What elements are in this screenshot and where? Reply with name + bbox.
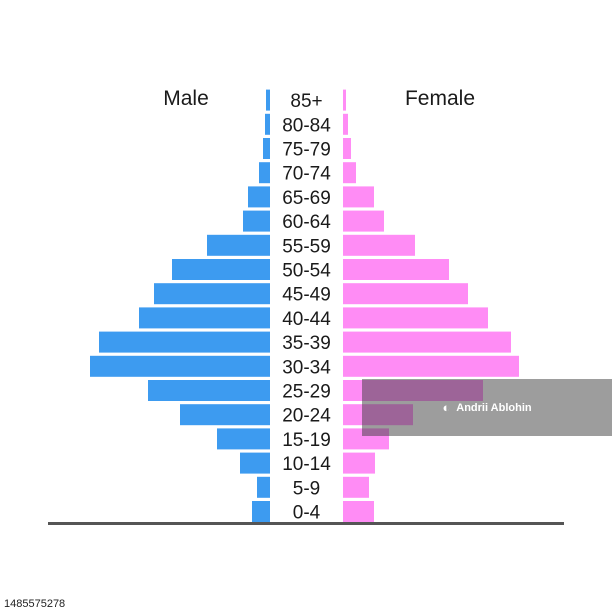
male-bar-40-44: [139, 307, 270, 329]
male-bar-65-69: [248, 186, 270, 208]
watermark: ◐ Andrii Ablohin: [362, 379, 612, 436]
female-bar-40-44: [343, 307, 488, 329]
age-labels: 0-4 5-9 10-14 15-19 20-24 25-29 30-34 35-39 40-4…: [282, 91, 331, 523]
male-bar-5-9: [257, 476, 270, 498]
age-label-15-19: 15-19: [282, 430, 331, 451]
age-label-80-84: 80-84: [282, 115, 331, 136]
female-bar-65-69: [343, 186, 374, 208]
female-bars: [343, 89, 519, 522]
male-bar-75-79: [263, 138, 270, 159]
male-bar-60-64: [243, 210, 270, 232]
female-bar-70-74: [343, 162, 356, 184]
age-label-55-59: 55-59: [282, 236, 331, 257]
female-bar-45-49: [343, 283, 468, 305]
male-bar-35-39: [99, 331, 270, 353]
age-label-45-49: 45-49: [282, 285, 331, 306]
age-label-25-29: 25-29: [282, 382, 331, 403]
male-bar-15-19: [217, 428, 270, 450]
female-bar-35-39: [343, 331, 511, 353]
female-bar-0-4: [343, 501, 374, 522]
female-bar-75-79: [343, 138, 351, 159]
age-label-60-64: 60-64: [282, 212, 331, 233]
age-label-40-44: 40-44: [282, 309, 331, 330]
watermark-logo-icon: ◐: [442, 400, 451, 415]
age-label-85plus: 85+: [290, 91, 322, 112]
male-bars: [90, 89, 270, 522]
male-bar-0-4: [252, 501, 270, 522]
male-bar-50-54: [172, 259, 270, 280]
age-label-0-4: 0-4: [293, 503, 321, 524]
age-label-10-14: 10-14: [282, 454, 331, 475]
female-bar-5-9: [343, 476, 369, 498]
male-bar-55-59: [207, 234, 270, 256]
stock-id: 1485575278: [0, 596, 70, 612]
male-bar-20-24: [180, 404, 270, 426]
male-bar-80-84: [265, 113, 270, 135]
female-label: Female: [405, 87, 475, 110]
female-bar-80-84: [343, 113, 348, 135]
age-label-30-34: 30-34: [282, 357, 331, 378]
age-label-20-24: 20-24: [282, 406, 331, 427]
male-bar-10-14: [240, 452, 270, 474]
male-bar-45-49: [154, 283, 270, 305]
male-bar-85plus: [266, 89, 270, 111]
age-label-75-79: 75-79: [282, 140, 331, 161]
age-label-5-9: 5-9: [293, 478, 320, 499]
female-bar-55-59: [343, 234, 415, 256]
female-bar-50-54: [343, 259, 449, 280]
male-label: Male: [163, 87, 209, 110]
age-label-65-69: 65-69: [282, 188, 331, 209]
age-label-50-54: 50-54: [282, 261, 331, 282]
age-label-70-74: 70-74: [282, 164, 331, 185]
female-bar-30-34: [343, 355, 519, 377]
female-bar-10-14: [343, 452, 375, 474]
watermark-text: Andrii Ablohin: [456, 401, 532, 414]
female-bar-60-64: [343, 210, 384, 232]
male-bar-25-29: [148, 380, 270, 401]
age-label-35-39: 35-39: [282, 333, 331, 354]
female-bar-85plus: [343, 89, 346, 111]
male-bar-70-74: [259, 162, 270, 184]
male-bar-30-34: [90, 355, 270, 377]
